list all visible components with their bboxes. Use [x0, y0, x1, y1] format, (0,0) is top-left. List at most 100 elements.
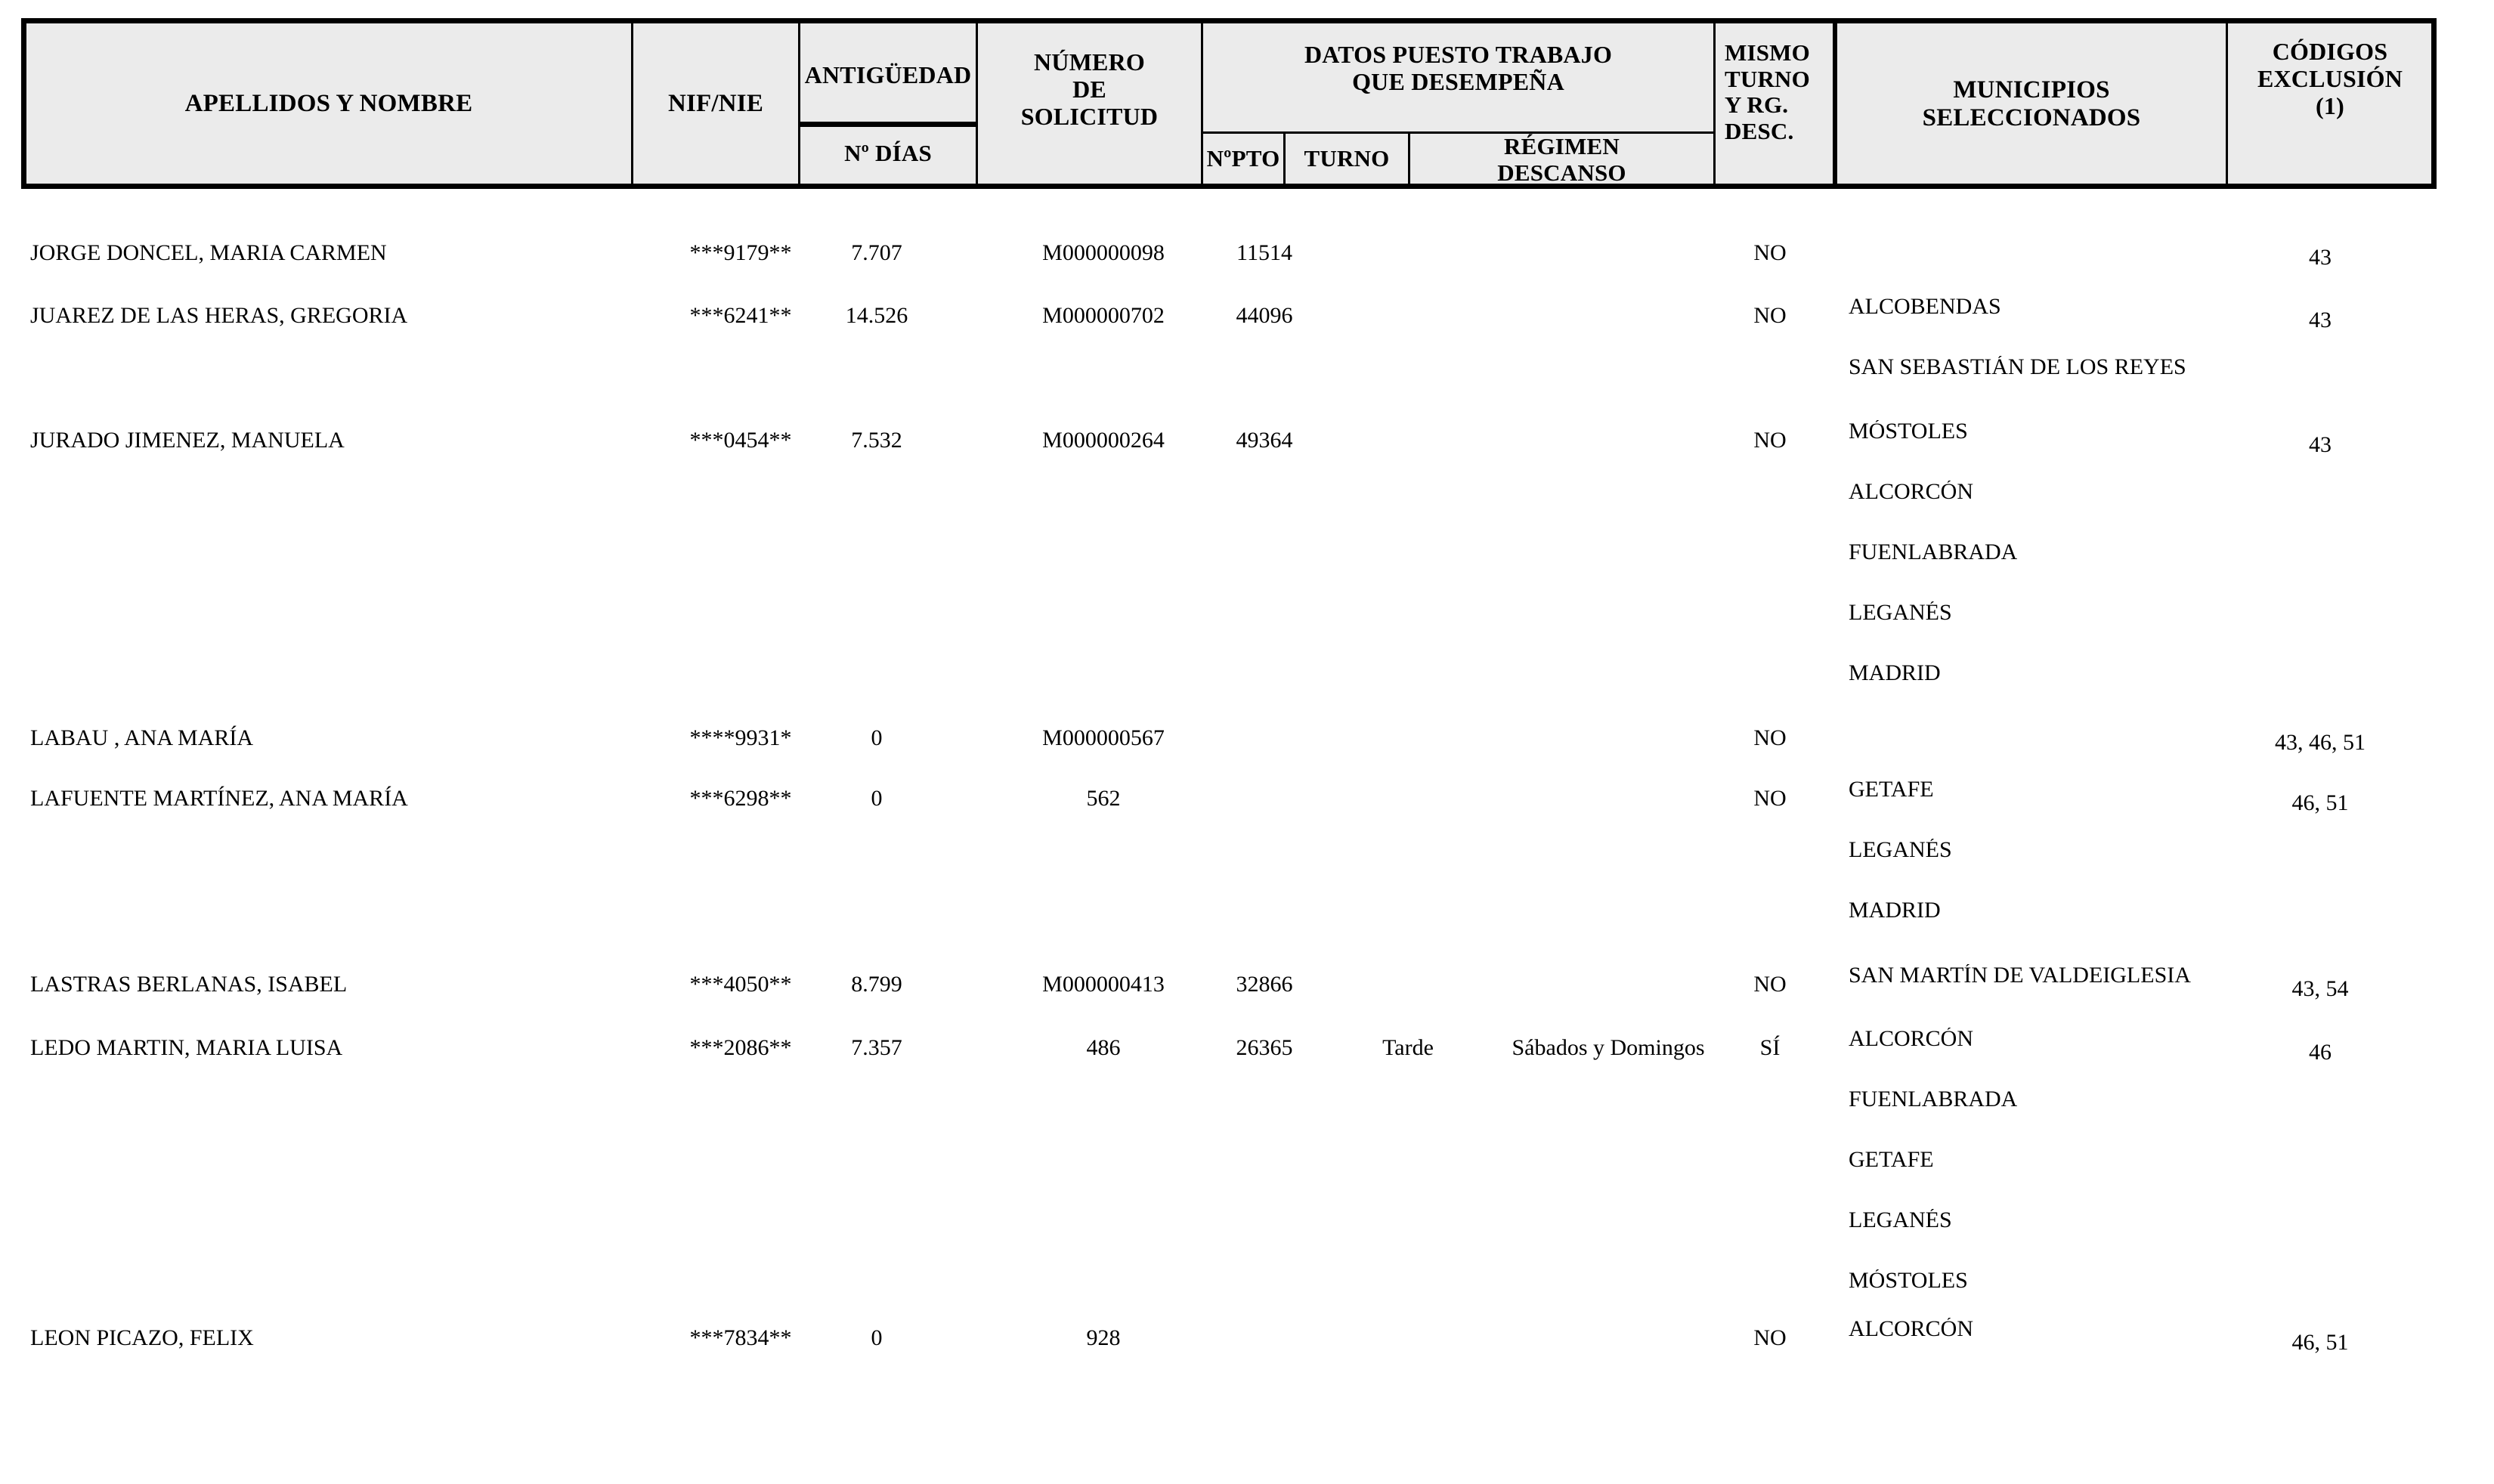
row-6-municipio-1: FUENLABRADA: [1849, 1088, 2018, 1111]
header-turno-label: TURNO: [1304, 144, 1390, 172]
row-2-mismo-turno: NO: [1753, 428, 1787, 453]
header-datos-line2: QUE DESEMPEÑA: [1352, 67, 1564, 95]
row-6-antiguedad: 7.357: [851, 1035, 902, 1060]
header-divider-solicitud-datos: [1201, 23, 1203, 184]
row-2-codigos: 43: [2309, 432, 2332, 457]
row-2-municipio-3: LEGANÉS: [1849, 601, 1952, 624]
row-4-antiguedad: 0: [871, 786, 883, 811]
row-6-codigos: 46: [2309, 1040, 2332, 1065]
row-0-mismo-turno: NO: [1753, 240, 1787, 265]
row-6-turno: Tarde: [1382, 1035, 1434, 1060]
row-5-solicitud: M000000413: [1042, 972, 1165, 997]
row-0-apellidos: JORGE DONCEL, MARIA CARMEN: [30, 240, 387, 265]
row-1-apellidos: JUAREZ DE LAS HERAS, GREGORIA: [30, 303, 408, 328]
row-4-municipio-1: LEGANÉS: [1849, 839, 1952, 861]
header-antiguedad: ANTIGÜEDAD: [800, 34, 976, 117]
header-npto-label: NºPTO: [1206, 144, 1280, 172]
row-0-nif: ***9179**: [689, 240, 792, 265]
row-5-nif: ***4050**: [689, 972, 792, 997]
header-municipios: MUNICIPIOS SELECCIONADOS: [1837, 23, 2226, 184]
row-7-mismo-turno: NO: [1753, 1325, 1787, 1350]
row-1-solicitud: M000000702: [1042, 303, 1165, 328]
header-antiguedad-label: ANTIGÜEDAD: [804, 61, 972, 89]
header-rule-datos-puesto: [1201, 131, 1713, 134]
row-1-antiguedad: 14.526: [845, 303, 908, 328]
row-7-codigos: 46, 51: [2291, 1330, 2349, 1355]
row-7-solicitud: 928: [1086, 1325, 1121, 1350]
row-4-mismo-turno: NO: [1753, 786, 1787, 811]
row-7-apellidos: LEON PICAZO, FELIX: [30, 1325, 254, 1350]
row-4-codigos: 46, 51: [2291, 790, 2349, 815]
header-antiguedad-dias: Nº DÍAS: [800, 126, 976, 181]
row-6-nif: ***2086**: [689, 1035, 792, 1060]
row-5-antiguedad: 8.799: [851, 972, 902, 997]
header-mismo-line3: Y RG.: [1725, 91, 1789, 119]
row-6-municipio-0: ALCORCÓN: [1849, 1028, 1974, 1050]
row-6-mismo-turno: SÍ: [1759, 1035, 1781, 1060]
row-6-regimen: Sábados y Domingos: [1512, 1035, 1705, 1060]
header-municipios-line1: MUNICIPIOS: [1953, 76, 2110, 104]
header-apellidos-nombre: APELLIDOS Y NOMBRE: [26, 23, 631, 184]
row-7-antiguedad: 0: [871, 1325, 883, 1350]
row-1-mismo-turno: NO: [1753, 303, 1787, 328]
row-2-solicitud: M000000264: [1042, 428, 1165, 453]
row-4-municipio-0: GETAFE: [1849, 778, 1934, 801]
header-nif-nie: NIF/NIE: [633, 23, 798, 184]
row-7-municipio-0: ALCORCÓN: [1849, 1318, 1974, 1340]
header-nif-label: NIF/NIE: [667, 90, 764, 118]
row-6-municipio-4: MÓSTOLES: [1849, 1269, 1968, 1292]
row-3-nif: ****9931*: [689, 725, 792, 750]
row-2-municipio-0: MÓSTOLES: [1849, 420, 1968, 443]
row-7-nif: ***7834**: [689, 1325, 792, 1350]
row-0-antiguedad: 7.707: [851, 240, 902, 265]
header-codigos-line1: CÓDIGOS: [2272, 38, 2388, 65]
header-divider-apellidos-nif: [631, 23, 633, 184]
header-mismo-line2: TURNO: [1725, 65, 1810, 92]
row-1-nif: ***6241**: [689, 303, 792, 328]
row-3-apellidos: LABAU , ANA MARÍA: [30, 725, 254, 750]
row-4-solicitud: 562: [1086, 786, 1121, 811]
header-divider-npto-turno: [1283, 131, 1286, 184]
header-codigos-line2: EXCLUSIÓN: [2257, 64, 2403, 92]
row-2-antiguedad: 7.532: [851, 428, 902, 453]
row-5-npto: 32866: [1236, 972, 1293, 997]
row-5-codigos: 43, 54: [2291, 976, 2349, 1001]
row-2-npto: 49364: [1236, 428, 1293, 453]
row-5-mismo-turno: NO: [1753, 972, 1787, 997]
header-datos-puesto: DATOS PUESTO TRABAJO QUE DESEMPEÑA: [1203, 34, 1713, 126]
row-4-apellidos: LAFUENTE MARTÍNEZ, ANA MARÍA: [30, 786, 408, 811]
header-codigos-exclusion: CÓDIGOS EXCLUSIÓN (1): [2228, 23, 2432, 184]
header-numero-line2: DE: [1072, 75, 1106, 103]
row-3-codigos: 43, 46, 51: [2275, 730, 2366, 755]
row-1-municipio-0: ALCOBENDAS: [1849, 295, 2001, 318]
row-5-apellidos: LASTRAS BERLANAS, ISABEL: [30, 972, 348, 997]
row-1-codigos: 43: [2309, 308, 2332, 332]
row-2-municipio-2: FUENLABRADA: [1849, 541, 2018, 564]
header-regimen-line2: DESCANSO: [1497, 159, 1626, 186]
header-regimen-descanso: RÉGIMEN DESCANSO: [1410, 133, 1713, 188]
header-divider-turno-regimen: [1408, 131, 1410, 184]
header-divider-antiguedad-solicitud: [976, 23, 978, 184]
header-codigos-line3: (1): [2316, 91, 2344, 119]
row-0-solicitud: M000000098: [1042, 240, 1165, 265]
header-mismo-line4: DESC.: [1725, 118, 1794, 145]
header-turno: TURNO: [1286, 134, 1408, 184]
header-numero-line1: NÚMERO: [1034, 48, 1145, 76]
row-3-solicitud: M000000567: [1042, 725, 1165, 750]
row-0-npto: 11514: [1236, 240, 1292, 265]
row-3-antiguedad: 0: [871, 725, 883, 750]
header-rule-antiguedad: [798, 122, 976, 127]
row-6-municipio-3: LEGANÉS: [1849, 1209, 1952, 1232]
row-1-npto: 44096: [1236, 303, 1293, 328]
header-mismo-line1: MISMO: [1725, 39, 1810, 66]
header-divider-nif-antiguedad: [798, 23, 800, 184]
row-2-municipio-1: ALCORCÓN: [1849, 481, 1974, 503]
table-header: APELLIDOS Y NOMBRE NIF/NIE ANTIGÜEDAD Nº…: [21, 18, 2437, 189]
row-6-npto: 26365: [1236, 1035, 1293, 1060]
header-divider-regimen-mismo: [1713, 23, 1716, 184]
row-4-nif: ***6298**: [689, 786, 792, 811]
row-4-municipio-2: MADRID: [1849, 899, 1941, 922]
header-divider-mismo-municipios: [1833, 23, 1837, 184]
row-2-nif: ***0454**: [689, 428, 792, 453]
